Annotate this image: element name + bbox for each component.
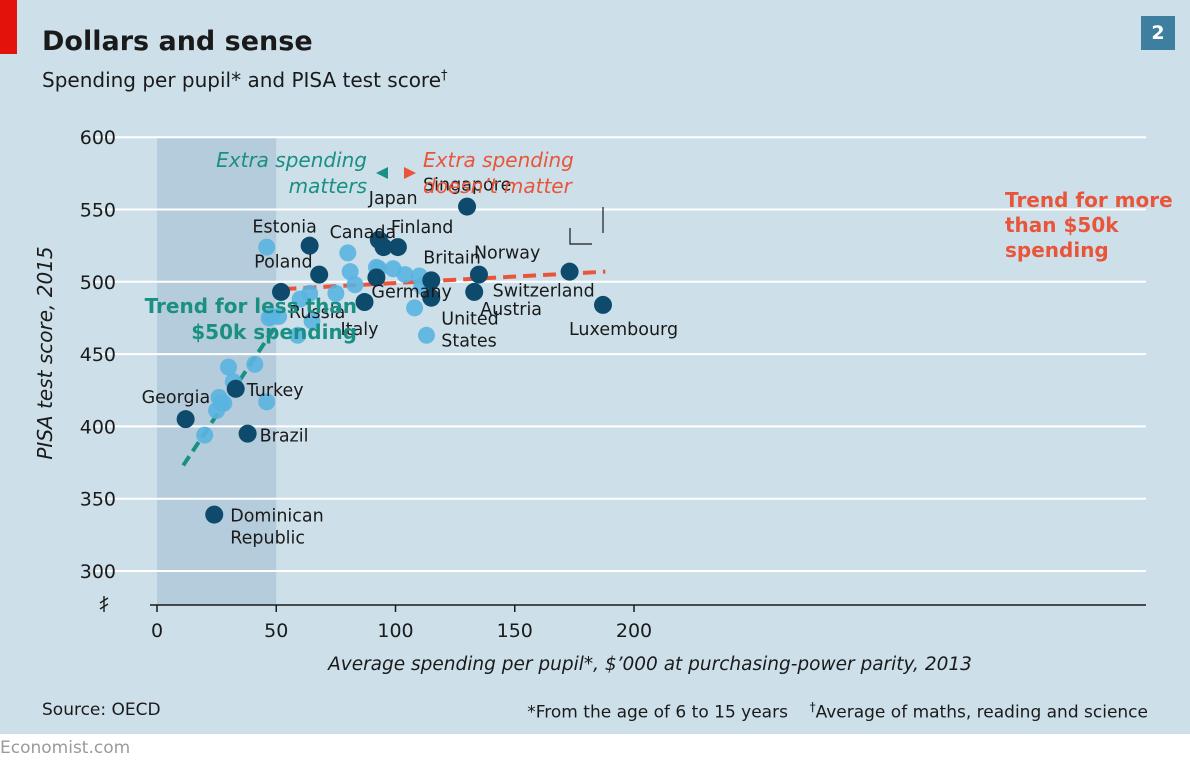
point-label: States: [441, 332, 496, 352]
data-point: [246, 356, 263, 373]
data-point-highlighted: [227, 380, 245, 398]
point-label: Georgia: [142, 388, 211, 408]
point-label: Norway: [474, 244, 540, 264]
data-point-highlighted: [561, 263, 579, 281]
data-point: [220, 359, 237, 376]
y-tick-label: 350: [80, 489, 116, 511]
data-point-highlighted: [205, 506, 223, 524]
point-label: Switzerland: [493, 282, 595, 302]
point-label: Luxembourg: [569, 320, 678, 340]
annotation: $50k spending: [191, 320, 357, 344]
annotation: than $50k: [1005, 213, 1119, 237]
point-label: Turkey: [246, 381, 304, 401]
point-label: Estonia: [252, 218, 316, 238]
point-label: Poland: [254, 253, 312, 273]
y-axis-title: PISA test score, 2015: [33, 246, 57, 459]
data-point-highlighted: [239, 425, 257, 443]
point-label: Britain: [423, 248, 481, 268]
data-point-highlighted: [594, 296, 612, 314]
point-label: Japan: [368, 189, 418, 209]
data-point-highlighted: [465, 283, 483, 301]
footnote-spending: *From the age of 6 to 15 years: [527, 703, 788, 723]
axis-break-mark: [100, 596, 108, 612]
data-point: [418, 327, 435, 344]
data-point: [196, 427, 213, 444]
y-tick-label: 500: [80, 272, 116, 294]
brand-watermark: Economist.com: [0, 738, 130, 758]
x-tick-label: 50: [264, 620, 288, 642]
data-point-highlighted: [310, 266, 328, 284]
y-tick-label: 450: [80, 344, 116, 366]
canada-leader-line: [570, 228, 592, 244]
source-note: Source: OECD: [42, 700, 161, 720]
data-point: [339, 244, 356, 261]
x-tick-label: 100: [377, 620, 413, 642]
scatter-plot: 300 350 400 450 500 550 600 0 50 100 150 200 Average…: [0, 0, 1190, 734]
annotation: Extra spending: [216, 148, 367, 172]
y-tick-label: 300: [80, 561, 116, 583]
data-point: [215, 395, 232, 412]
annotation: matters: [289, 174, 367, 198]
arrow-left-icon: [376, 167, 388, 179]
point-label: Austria: [480, 300, 542, 320]
data-point-highlighted: [458, 198, 476, 216]
y-tick-label: 400: [80, 416, 116, 438]
y-tick-label: 600: [80, 127, 116, 149]
arrow-right-icon: [404, 167, 416, 179]
x-tick-label: 200: [616, 620, 652, 642]
annotation: Trend for less than: [145, 294, 357, 318]
x-axis-title: Average spending per pupil*, $’000 at pu…: [327, 654, 972, 675]
annotation: Extra spending: [423, 148, 574, 172]
point-label: Republic: [230, 529, 305, 549]
x-tick-label: 150: [497, 620, 533, 642]
annotation: doesn’t matter: [423, 174, 574, 198]
point-label: Canada: [330, 223, 397, 243]
footnotes: *From the age of 6 to 15 years †Average …: [527, 700, 1148, 723]
annotation: Trend for more: [1005, 188, 1173, 212]
point-label: Germany: [371, 282, 451, 302]
data-point: [346, 276, 363, 293]
x-tick-label: 0: [151, 620, 163, 642]
point-label: Finland: [391, 218, 454, 238]
data-point-highlighted: [177, 410, 195, 428]
point-label: Brazil: [260, 427, 309, 447]
y-tick-label: 550: [80, 200, 116, 222]
point-label: Dominican: [230, 507, 323, 527]
footnote-score: Average of maths, reading and science: [816, 703, 1148, 723]
annotation: spending: [1005, 238, 1109, 262]
